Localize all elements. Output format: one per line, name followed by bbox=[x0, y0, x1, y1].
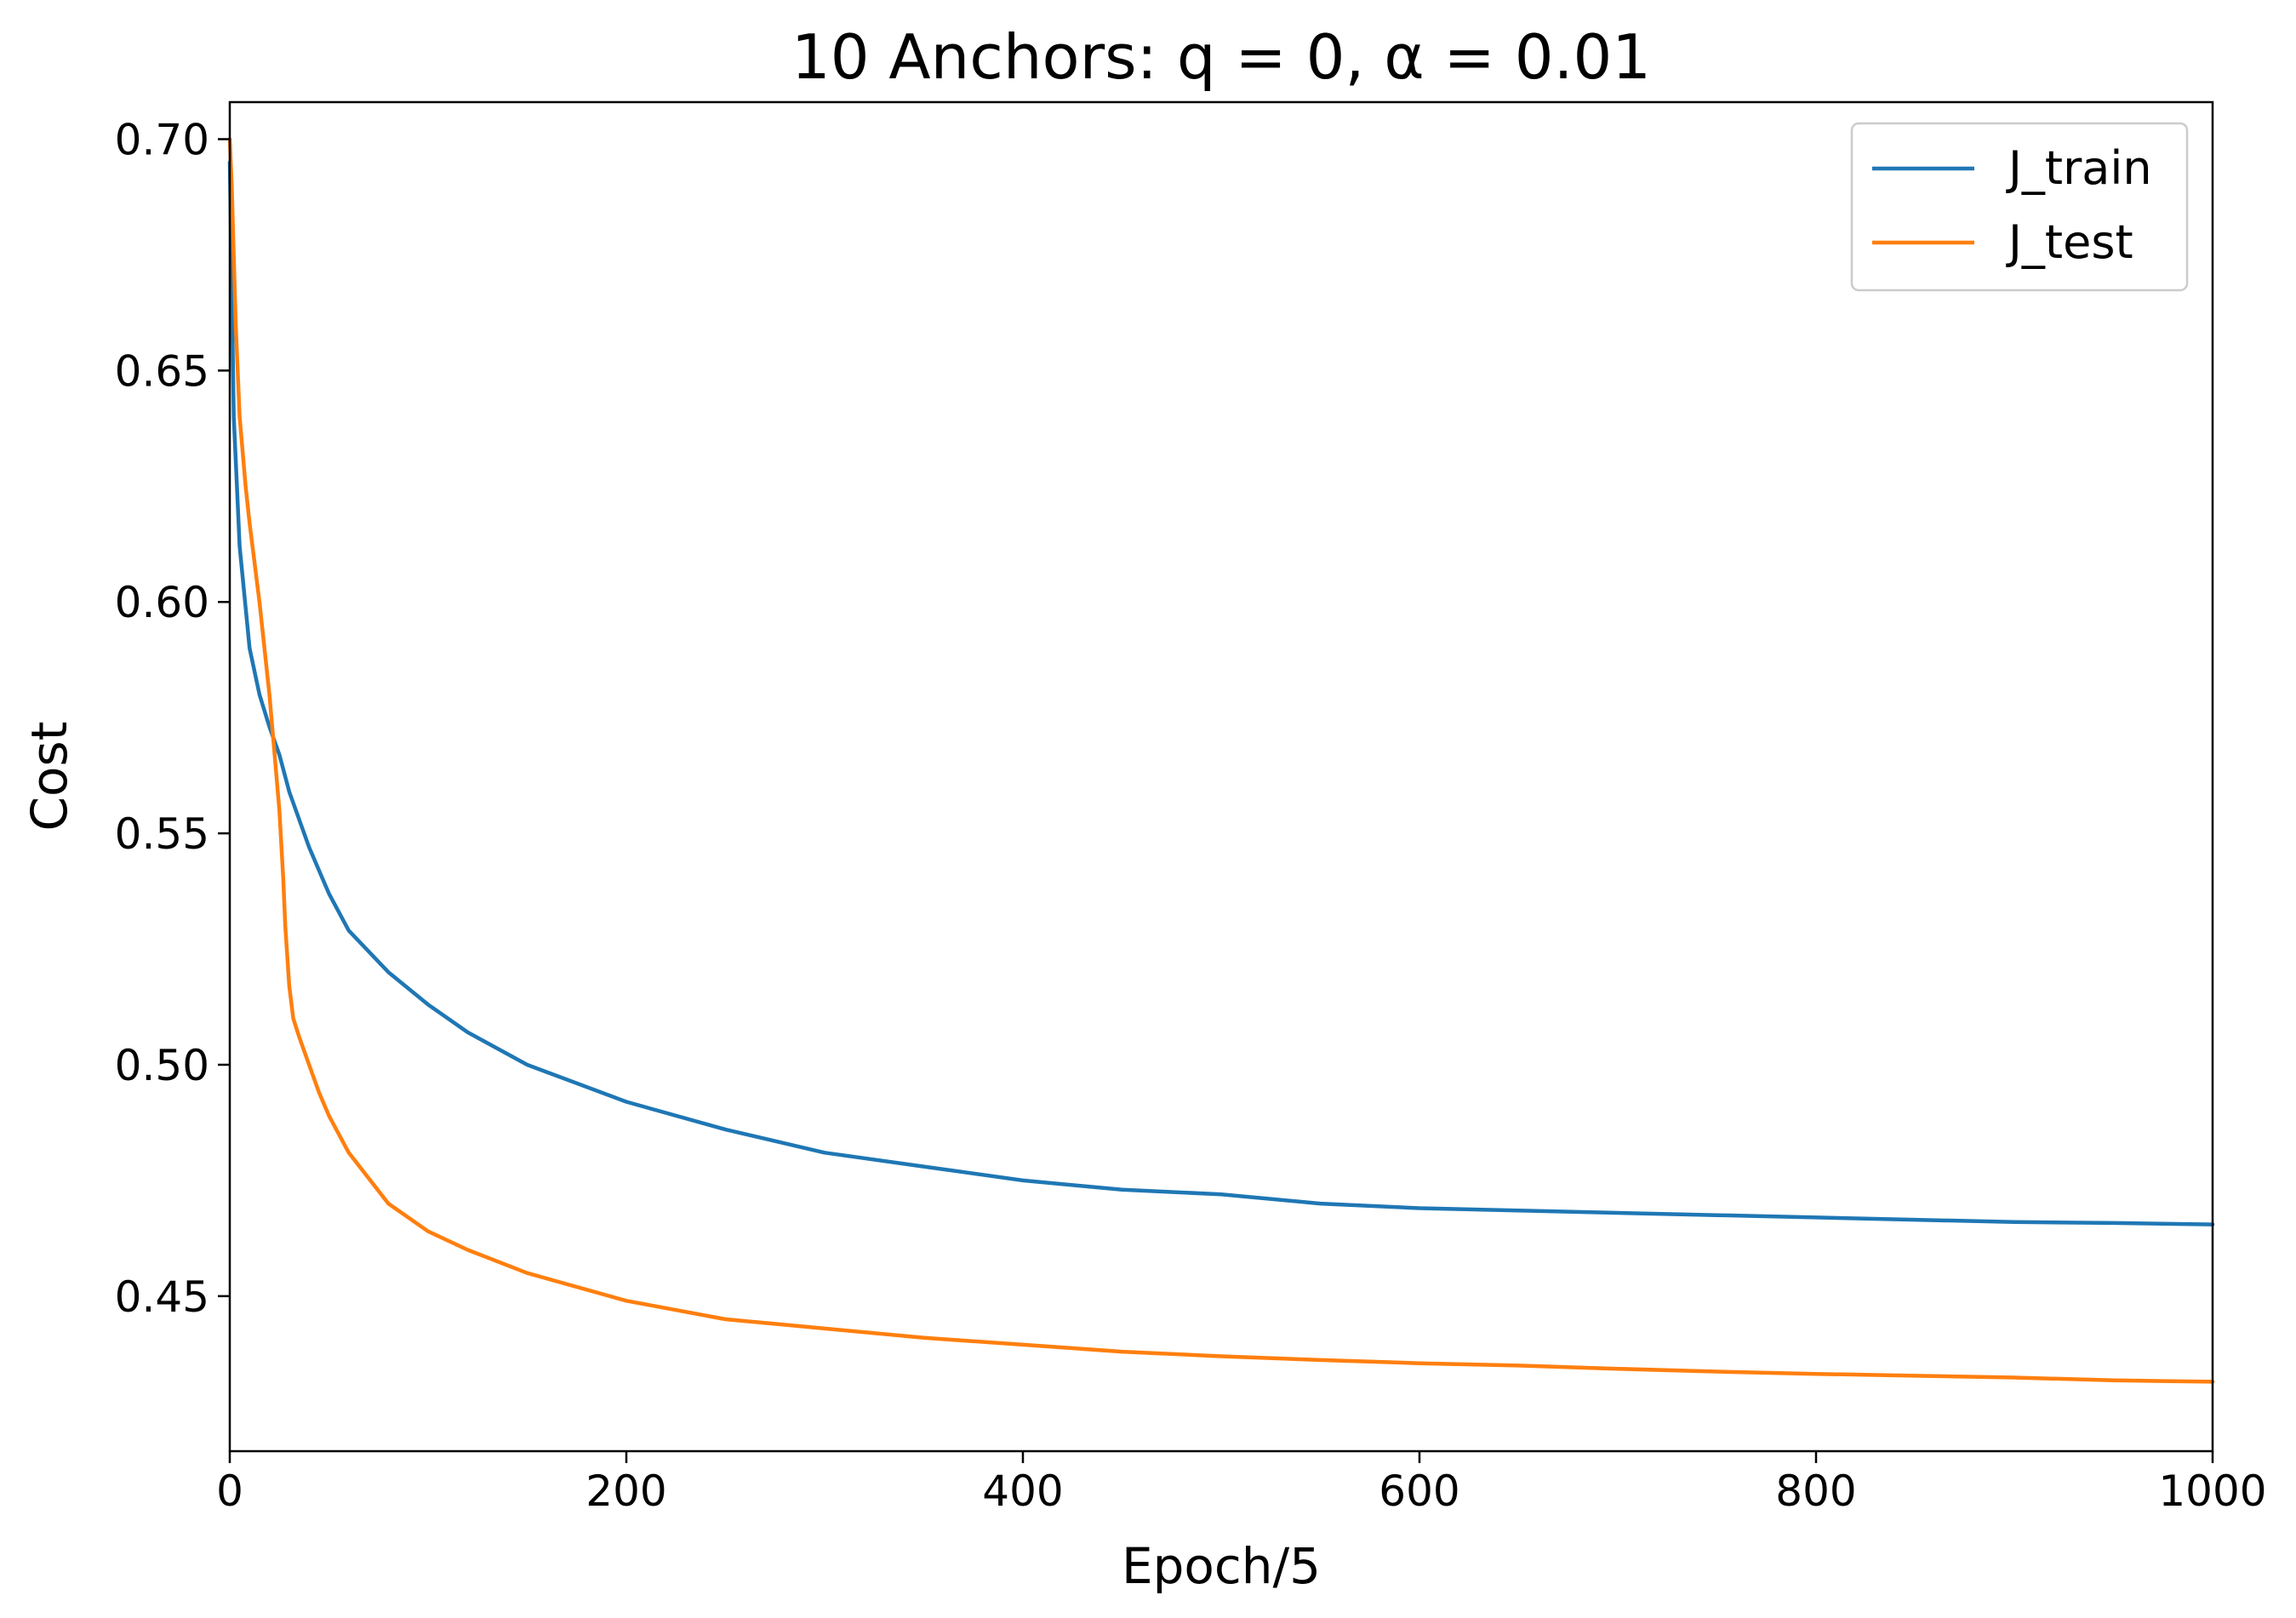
chart-title: 10 Anchors: q = 0, α = 0.01 bbox=[791, 21, 1651, 93]
y-tick-label: 0.65 bbox=[115, 346, 209, 396]
x-tick-label: 1000 bbox=[2158, 1466, 2266, 1516]
legend-box bbox=[1850, 122, 2189, 292]
legend-label-j-train: J_train bbox=[2006, 141, 2152, 195]
y-tick-label: 0.60 bbox=[115, 578, 209, 627]
x-tick-label: 600 bbox=[1379, 1466, 1459, 1516]
y-axis-label: Cost bbox=[20, 722, 78, 832]
plot-lines bbox=[227, 137, 2215, 1384]
plot-frame bbox=[228, 100, 2214, 1453]
legend-label-j-test: J_test bbox=[2006, 215, 2133, 269]
x-tick-label: 0 bbox=[216, 1466, 243, 1516]
y-tick-label: 0.55 bbox=[115, 809, 209, 859]
x-axis-label: Epoch/5 bbox=[1122, 1537, 1321, 1595]
y-tick-label: 0.50 bbox=[115, 1041, 209, 1090]
y-tick-label: 0.45 bbox=[115, 1272, 209, 1322]
legend: J_train J_test bbox=[1850, 122, 2189, 292]
x-tick-label: 400 bbox=[982, 1466, 1063, 1516]
x-tick-label: 200 bbox=[585, 1466, 666, 1516]
x-axis-ticks: 0 200 400 600 800 1000 bbox=[216, 1451, 2267, 1516]
series-line-j-train bbox=[227, 160, 2215, 1226]
series-line-j-test bbox=[227, 137, 2215, 1384]
y-axis-ticks: 0.45 0.50 0.55 0.60 0.65 0.70 bbox=[115, 115, 230, 1322]
y-tick-label: 0.70 bbox=[115, 115, 209, 164]
x-tick-label: 800 bbox=[1775, 1466, 1856, 1516]
